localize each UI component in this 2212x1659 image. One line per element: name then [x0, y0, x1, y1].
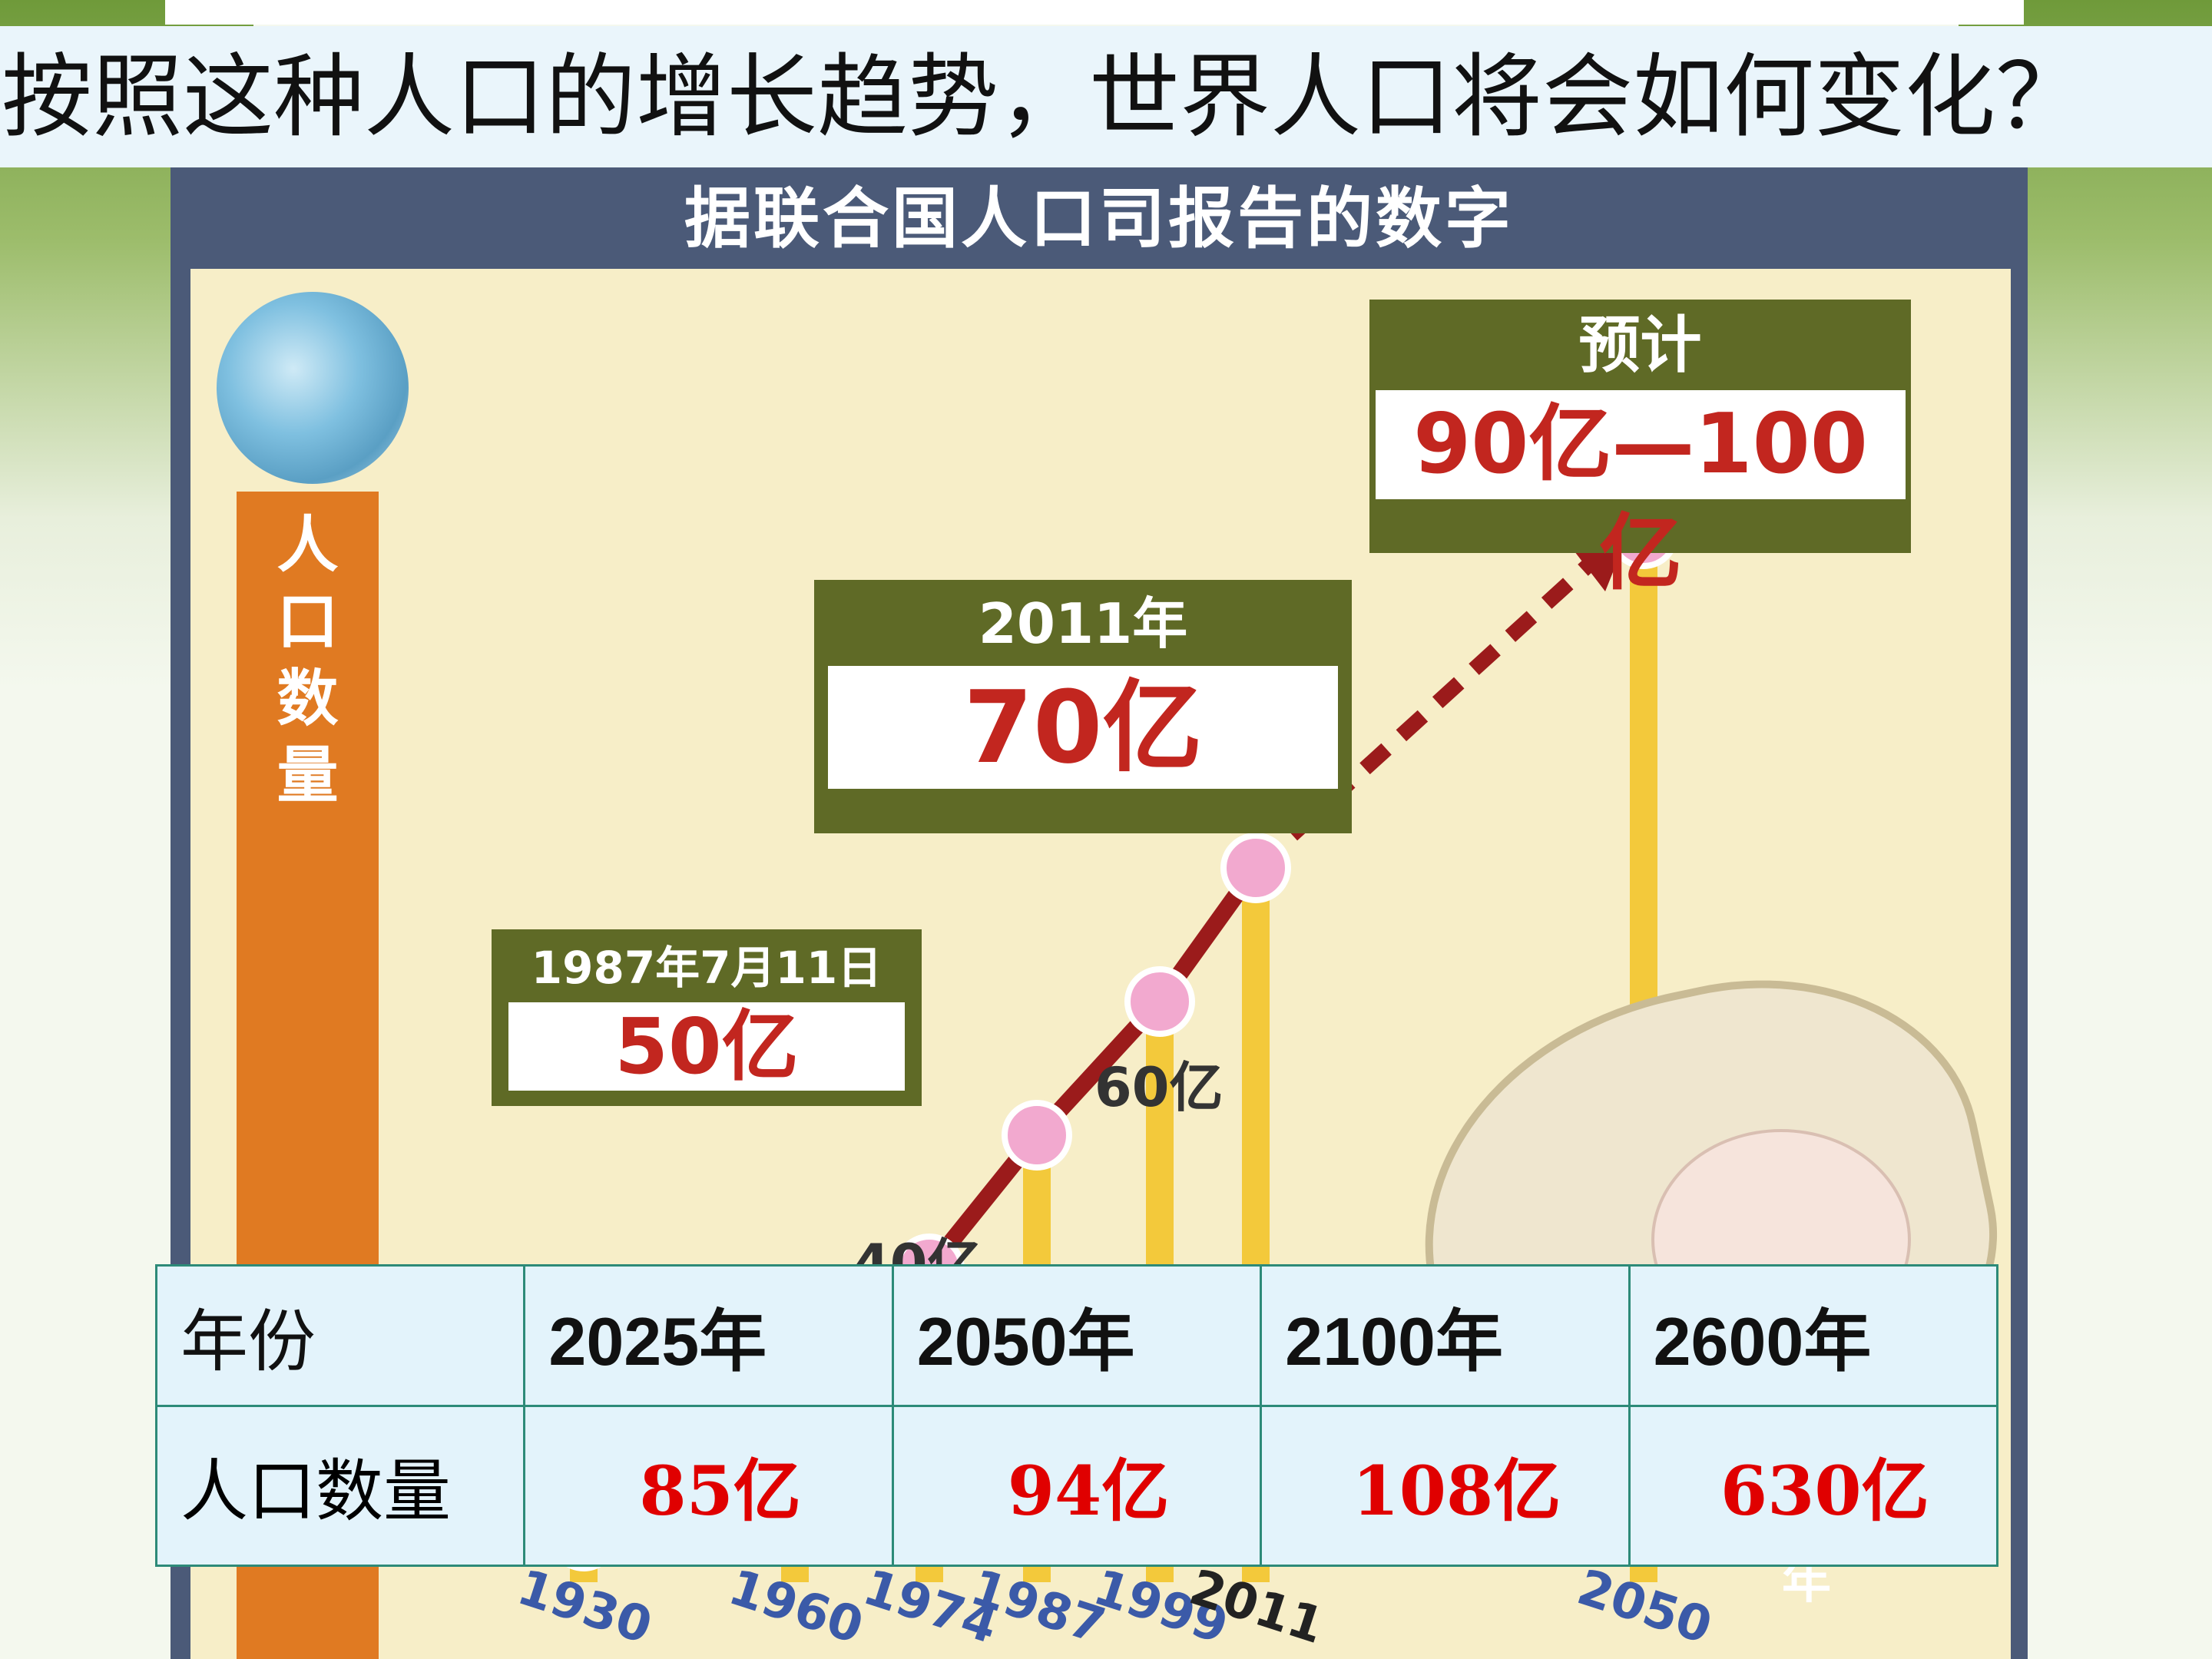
callout-2011: 2011年 70亿	[814, 580, 1352, 833]
table-cell: 108亿	[1260, 1405, 1631, 1567]
top-strip	[165, 0, 2024, 25]
table-header-cell: 2050年	[891, 1264, 1263, 1407]
slide-question: 按照这种人口的增长趋势，世界人口将会如何变化？	[0, 26, 2212, 167]
callout-2011-year: 2011年	[978, 591, 1188, 656]
data-point	[1220, 833, 1291, 903]
callout-forecast: 预计 90亿—100亿	[1369, 300, 1911, 601]
callout-forecast-value: 90亿—100亿	[1376, 390, 1906, 601]
table-header-cell: 2025年	[523, 1264, 894, 1407]
callout-1987: 1987年7月11日 50亿	[492, 929, 922, 1106]
globe-icon	[217, 292, 409, 484]
data-point	[1002, 1100, 1072, 1171]
table-row-label: 人口数量	[154, 1405, 526, 1567]
table-cell: 94亿	[891, 1405, 1263, 1567]
table-cell: 630亿	[1628, 1405, 1999, 1567]
callout-1987-date: 1987年7月11日	[531, 942, 882, 994]
table-header-cell: 2100年	[1260, 1264, 1631, 1407]
callout-2011-value: 70亿	[828, 666, 1338, 789]
y-axis-label: 人口数量	[237, 507, 379, 814]
population-table: 年份 2025年 2050年 2100年 2600年 人口数量 85亿 94亿 …	[154, 1264, 1999, 1567]
table-row: 人口数量 85亿 94亿 108亿 630亿	[154, 1405, 1999, 1567]
figure-title: 据联合国人口司报告的数字	[684, 180, 1514, 257]
table-header-row: 年份 2025年 2050年 2100年 2600年	[154, 1264, 1999, 1407]
point-label-60: 60亿	[1094, 1056, 1224, 1119]
data-point	[1124, 966, 1195, 1037]
callout-forecast-label: 预计	[1578, 310, 1702, 381]
table-cell: 85亿	[523, 1405, 894, 1567]
y-axis-label-text: 人口数量	[276, 509, 339, 811]
table-header-cell: 2600年	[1628, 1264, 1999, 1407]
table-header-cell: 年份	[154, 1264, 526, 1407]
callout-1987-value: 50亿	[508, 1002, 905, 1091]
